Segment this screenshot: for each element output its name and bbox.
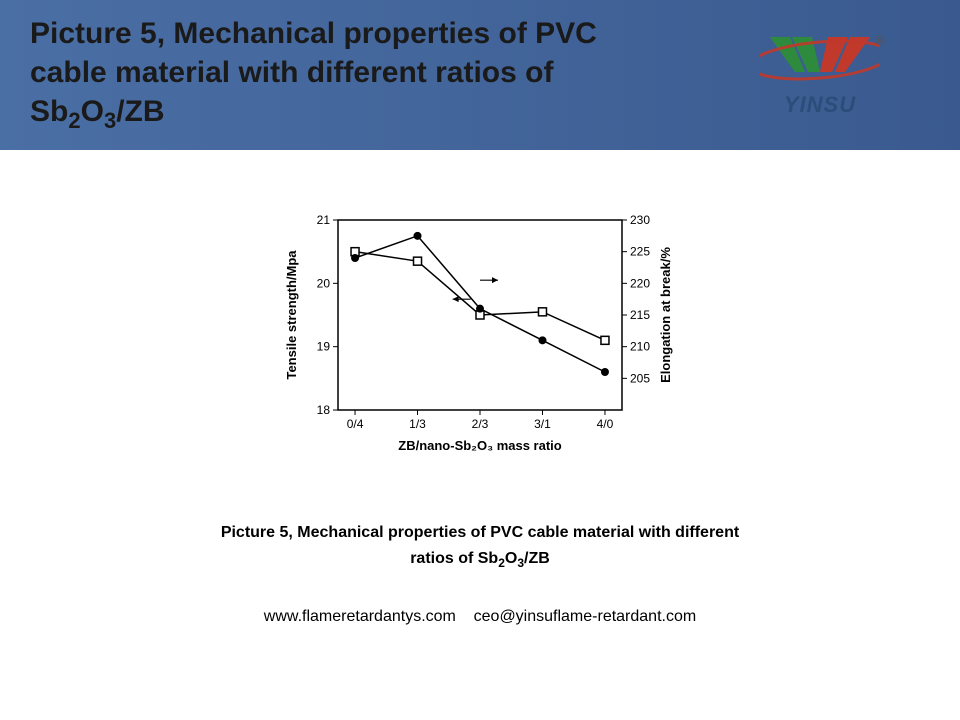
svg-text:19: 19 [317,340,331,354]
figure-caption: Picture 5, Mechanical properties of PVC … [205,520,755,573]
svg-text:230: 230 [630,213,650,227]
svg-text:18: 18 [317,403,331,417]
footer-contact: www.flameretardantys.com ceo@yinsuflame-… [264,608,696,626]
chart-svg: 18 19 20 21 205 210 215 220 225 230 0/4 1/3 2/3 3/1 4/… [270,200,690,480]
logo-brand-text: YINSU [784,92,856,118]
svg-text:Tensile strength/Mpa: Tensile strength/Mpa [284,250,299,380]
svg-text:2/3: 2/3 [472,417,489,431]
footer-email: ceo@yinsuflame-retardant.com [474,608,697,625]
svg-text:225: 225 [630,245,650,259]
svg-text:215: 215 [630,308,650,322]
svg-text:3/1: 3/1 [534,417,551,431]
slide-content: 18 19 20 21 205 210 215 220 225 230 0/4 1/3 2/3 3/1 4/… [0,150,960,626]
logo-v-icon: ® [760,32,880,87]
svg-text:21: 21 [317,213,331,227]
mechanical-properties-chart: 18 19 20 21 205 210 215 220 225 230 0/4 1/3 2/3 3/1 4/… [270,200,690,480]
svg-text:205: 205 [630,371,650,385]
slide-header: Picture 5, Mechanical properties of PVC … [0,0,960,150]
svg-text:1/3: 1/3 [409,417,426,431]
svg-text:20: 20 [317,276,331,290]
registered-icon: ® [875,32,885,48]
footer-url: www.flameretardantys.com [264,608,456,625]
svg-text:Elongation at break/%: Elongation at break/% [658,247,673,383]
svg-text:210: 210 [630,340,650,354]
svg-text:220: 220 [630,276,650,290]
svg-text:0/4: 0/4 [347,417,364,431]
slide-title: Picture 5, Mechanical properties of PVC … [30,14,630,136]
brand-logo: ® YINSU [730,20,910,130]
svg-text:4/0: 4/0 [597,417,614,431]
svg-text:ZB/nano-Sb₂O₃ mass ratio: ZB/nano-Sb₂O₃ mass ratio [398,438,562,453]
